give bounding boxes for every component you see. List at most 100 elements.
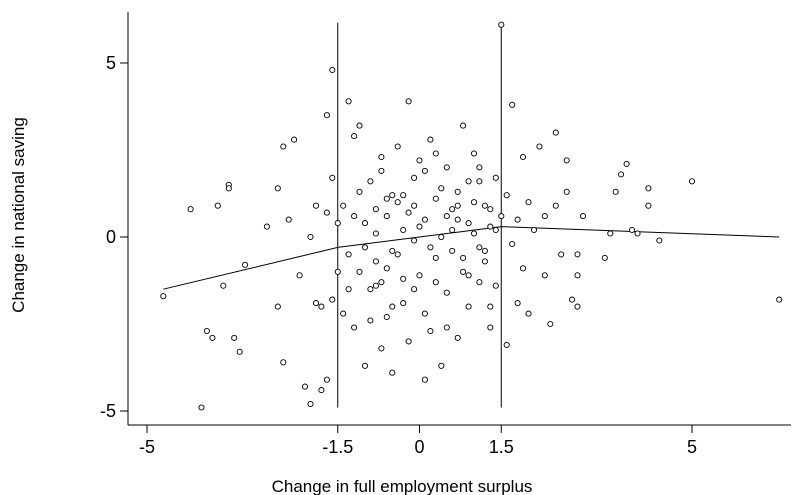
data-point (367, 286, 374, 293)
data-point (454, 202, 461, 209)
data-point (634, 230, 641, 237)
data-point (187, 206, 194, 213)
data-point (503, 341, 510, 348)
data-point (378, 167, 385, 174)
data-point (383, 313, 390, 321)
data-point (487, 206, 494, 213)
data-point (356, 188, 363, 195)
data-point (242, 261, 249, 268)
data-point (487, 223, 494, 230)
data-point (776, 296, 783, 303)
data-point (470, 199, 478, 206)
data-point (345, 251, 352, 258)
data-point (454, 334, 461, 341)
data-point (547, 320, 554, 328)
data-point (465, 303, 472, 310)
data-point (274, 185, 281, 192)
data-point (460, 122, 467, 129)
data-point (280, 359, 287, 366)
data-point (405, 98, 412, 105)
data-point (427, 244, 434, 251)
data-point (470, 150, 478, 157)
x-tick-label: 0 (414, 437, 424, 457)
data-point (285, 216, 292, 223)
data-point (416, 157, 423, 164)
data-point (438, 185, 445, 192)
data-point (607, 230, 614, 237)
data-point (449, 206, 456, 213)
data-point (421, 310, 428, 317)
data-point (345, 98, 352, 105)
data-point (514, 300, 521, 307)
data-point (509, 101, 516, 108)
data-point (492, 282, 499, 289)
data-point (481, 202, 488, 209)
y-axis-title: Change in national saving (9, 117, 28, 313)
data-point (563, 157, 570, 164)
data-point (558, 251, 565, 258)
x-axis-title: Change in full employment surplus (272, 477, 533, 495)
data-point (481, 258, 488, 265)
y-tick-label: 0 (106, 227, 116, 247)
data-point (389, 303, 396, 310)
data-point (492, 226, 499, 234)
data-point (340, 310, 347, 317)
data-point (476, 164, 483, 171)
data-point (378, 279, 385, 286)
data-point (530, 226, 538, 234)
data-point (307, 233, 314, 241)
data-point (525, 310, 532, 317)
data-point (503, 192, 510, 199)
data-point (498, 213, 505, 220)
data-point (612, 188, 619, 195)
x-tick-label: -1.5 (322, 437, 353, 457)
data-point (574, 272, 581, 279)
data-point (351, 324, 358, 331)
data-point (525, 199, 532, 206)
data-point (481, 247, 488, 254)
data-point (280, 143, 287, 150)
data-point (411, 174, 418, 181)
data-point (476, 178, 483, 185)
data-point (618, 171, 625, 178)
data-point (465, 178, 472, 185)
data-point (323, 376, 330, 383)
data-point (400, 226, 407, 234)
x-tick-label: 1.5 (489, 437, 514, 457)
data-point (405, 209, 412, 216)
data-point (645, 185, 652, 192)
data-point (389, 247, 396, 254)
data-point (552, 129, 559, 136)
data-point (645, 202, 652, 209)
data-point (454, 188, 461, 195)
data-point (334, 268, 341, 275)
data-point (519, 153, 527, 161)
data-point (312, 202, 320, 209)
data-point (476, 279, 483, 286)
data-point (345, 286, 352, 293)
data-point (372, 230, 379, 237)
data-point (405, 338, 412, 345)
data-point (656, 237, 663, 244)
data-point (519, 265, 527, 272)
data-point (487, 303, 494, 310)
data-point (378, 153, 385, 161)
data-point (541, 272, 548, 279)
x-tick-label: -5 (139, 437, 155, 457)
data-point (509, 240, 516, 248)
data-point (198, 404, 205, 411)
data-point (449, 247, 456, 254)
data-point (443, 213, 450, 220)
data-point (492, 174, 499, 181)
data-point (203, 327, 210, 335)
data-point (329, 174, 336, 181)
data-point (274, 303, 281, 310)
data-point (361, 244, 369, 251)
y-tick-label: 5 (106, 53, 116, 73)
data-point (432, 195, 439, 202)
data-point (367, 317, 374, 324)
data-point (454, 216, 461, 223)
data-point (623, 160, 630, 167)
data-point (416, 223, 423, 230)
data-point (389, 369, 396, 376)
